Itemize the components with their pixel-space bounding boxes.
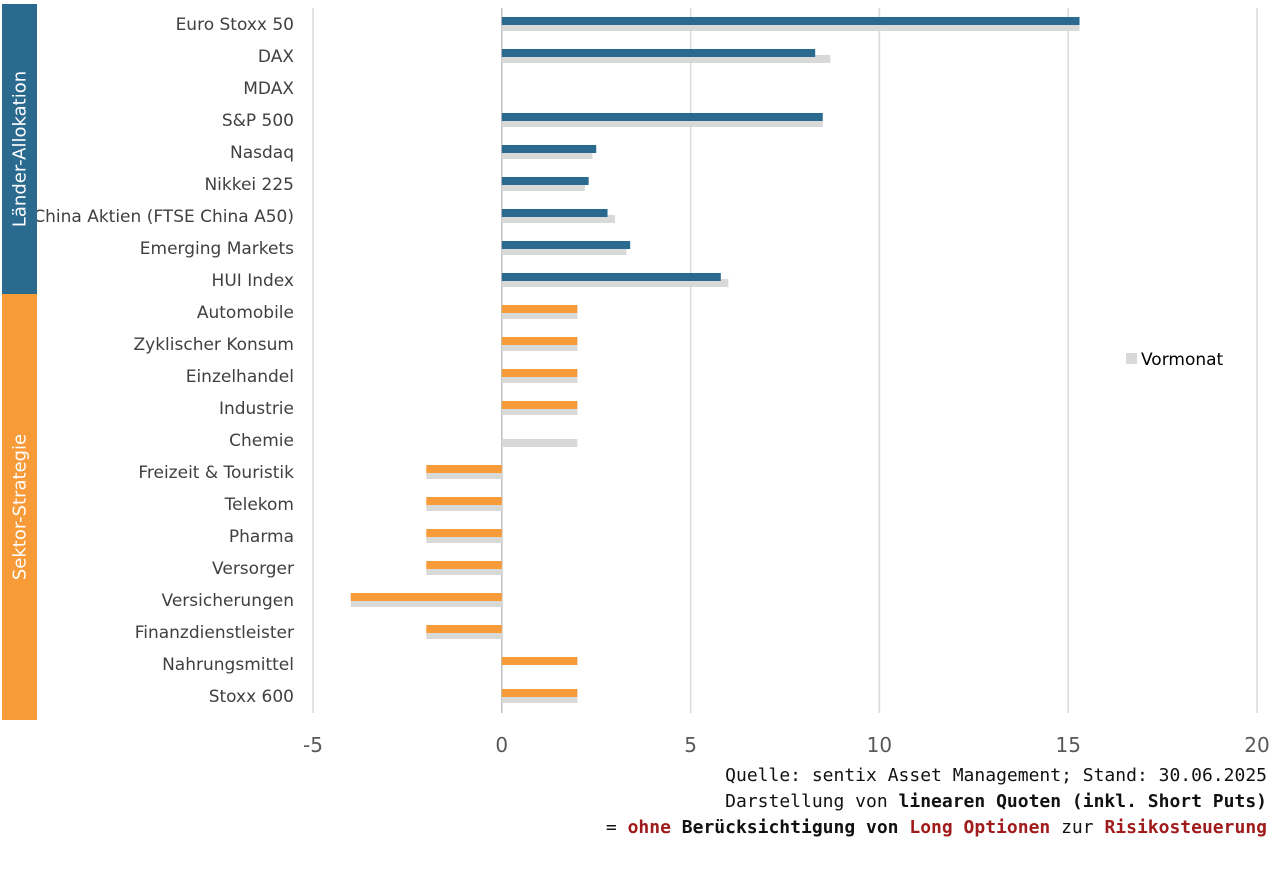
bar-vormonat: [501, 55, 831, 63]
footer-note: = ohne Berücksichtigung von Long Optione…: [606, 817, 1267, 838]
bar-vormonat: [426, 631, 502, 639]
category-label: Finanzdienstleister: [135, 623, 294, 643]
legend-swatch-vormonat: [1126, 353, 1137, 364]
bar-vormonat: [501, 375, 578, 383]
x-tick-label: 10: [867, 733, 892, 757]
bar-vormonat: [501, 247, 627, 255]
footer-source: Quelle: sentix Asset Management; Stand: …: [725, 765, 1267, 786]
bar-vormonat: [426, 567, 502, 575]
bar-aktuell: [501, 113, 823, 121]
category-label: Versicherungen: [162, 591, 294, 611]
group-band-sektor: Sektor-Strategie: [2, 294, 37, 720]
x-tick-label: 0: [495, 733, 508, 757]
bar-aktuell: [501, 689, 578, 697]
bar-vormonat: [501, 23, 1080, 31]
category-label: Stoxx 600: [209, 687, 294, 707]
category-label: Nahrungsmittel: [162, 655, 294, 675]
footer-note-ohne: ohne: [627, 817, 671, 838]
x-tick-label: 15: [1055, 733, 1080, 757]
bar-vormonat: [501, 439, 578, 447]
bar-chart: -5 0 5 10 15 20 Euro Stoxx 50 DAX MDAX S&P 500 Nas…: [33, 8, 1270, 757]
category-label: Emerging Markets: [140, 239, 294, 259]
bar-aktuell: [426, 465, 502, 473]
footer-method-prefix: Darstellung von: [725, 791, 899, 812]
bar-aktuell: [501, 145, 597, 153]
category-label: HUI Index: [212, 271, 294, 291]
category-label: Einzelhandel: [186, 367, 294, 387]
footer-note-eq: =: [605, 817, 628, 838]
x-tick-label: 5: [684, 733, 697, 757]
category-label: Pharma: [229, 527, 294, 547]
category-label: Euro Stoxx 50: [176, 15, 294, 35]
x-tick-label: -5: [303, 733, 323, 757]
category-label: Freizeit & Touristik: [138, 463, 294, 483]
bar-vormonat: [501, 311, 578, 319]
category-label: S&P 500: [222, 111, 294, 131]
bar-aktuell: [501, 177, 589, 185]
footer-note-zur: zur: [1050, 817, 1105, 838]
category-label: Versorger: [212, 559, 294, 579]
bar-aktuell: [426, 561, 502, 569]
category-label: DAX: [258, 47, 294, 67]
bar-vormonat: [350, 599, 502, 607]
category-label: Chemie: [229, 431, 294, 451]
category-label: Nasdaq: [230, 143, 294, 163]
category-label: Telekom: [224, 495, 294, 515]
footer-note-risk: Risikosteuerung: [1104, 817, 1267, 838]
footer-note-bold: Berücksichtigung von: [670, 817, 910, 838]
bar-vormonat: [501, 343, 578, 351]
bar-aktuell: [501, 657, 578, 665]
footer-method-bold: linearen Quoten (inkl. Short Puts): [898, 791, 1267, 812]
bar-aktuell: [501, 305, 578, 313]
category-label: China Aktien (FTSE China A50): [33, 207, 294, 227]
bar-aktuell: [501, 17, 1080, 25]
bar-vormonat: [501, 215, 616, 223]
bar-aktuell: [501, 401, 578, 409]
bar-aktuell: [426, 625, 502, 633]
bar-vormonat: [501, 183, 585, 191]
bar-aktuell: [501, 337, 578, 345]
footer-source-text: Quelle: sentix Asset Management; Stand: …: [725, 765, 1267, 786]
x-tick-label: 20: [1244, 733, 1269, 757]
legend-label-vormonat: Vormonat: [1141, 350, 1224, 370]
bar-aktuell: [350, 593, 502, 601]
group-band-laender: Länder-Allokation: [2, 4, 37, 294]
bar-aktuell: [501, 369, 578, 377]
footer-note-long: Long Optionen: [909, 817, 1051, 838]
bar-vormonat: [501, 119, 823, 127]
category-label: Nikkei 225: [204, 175, 294, 195]
bar-vormonat: [501, 151, 593, 159]
bar-aktuell: [501, 273, 721, 281]
group-label-sektor: Sektor-Strategie: [9, 433, 31, 581]
bar-vormonat: [426, 503, 502, 511]
bar-vormonat: [426, 471, 502, 479]
category-label: Industrie: [219, 399, 294, 419]
category-label: MDAX: [243, 79, 294, 99]
bar-aktuell: [501, 49, 816, 57]
bar-aktuell: [426, 497, 502, 505]
bar-vormonat: [501, 695, 578, 703]
category-label: Automobile: [197, 303, 294, 323]
footer-method: Darstellung von linearen Quoten (inkl. S…: [725, 791, 1267, 812]
bar-aktuell: [426, 529, 502, 537]
bar-aktuell: [501, 241, 631, 249]
bar-aktuell: [501, 209, 608, 217]
category-label: Zyklischer Konsum: [134, 335, 295, 355]
bar-vormonat: [501, 407, 578, 415]
group-label-laender: Länder-Allokation: [9, 70, 31, 228]
bar-vormonat: [426, 535, 502, 543]
bar-vormonat: [501, 279, 729, 287]
